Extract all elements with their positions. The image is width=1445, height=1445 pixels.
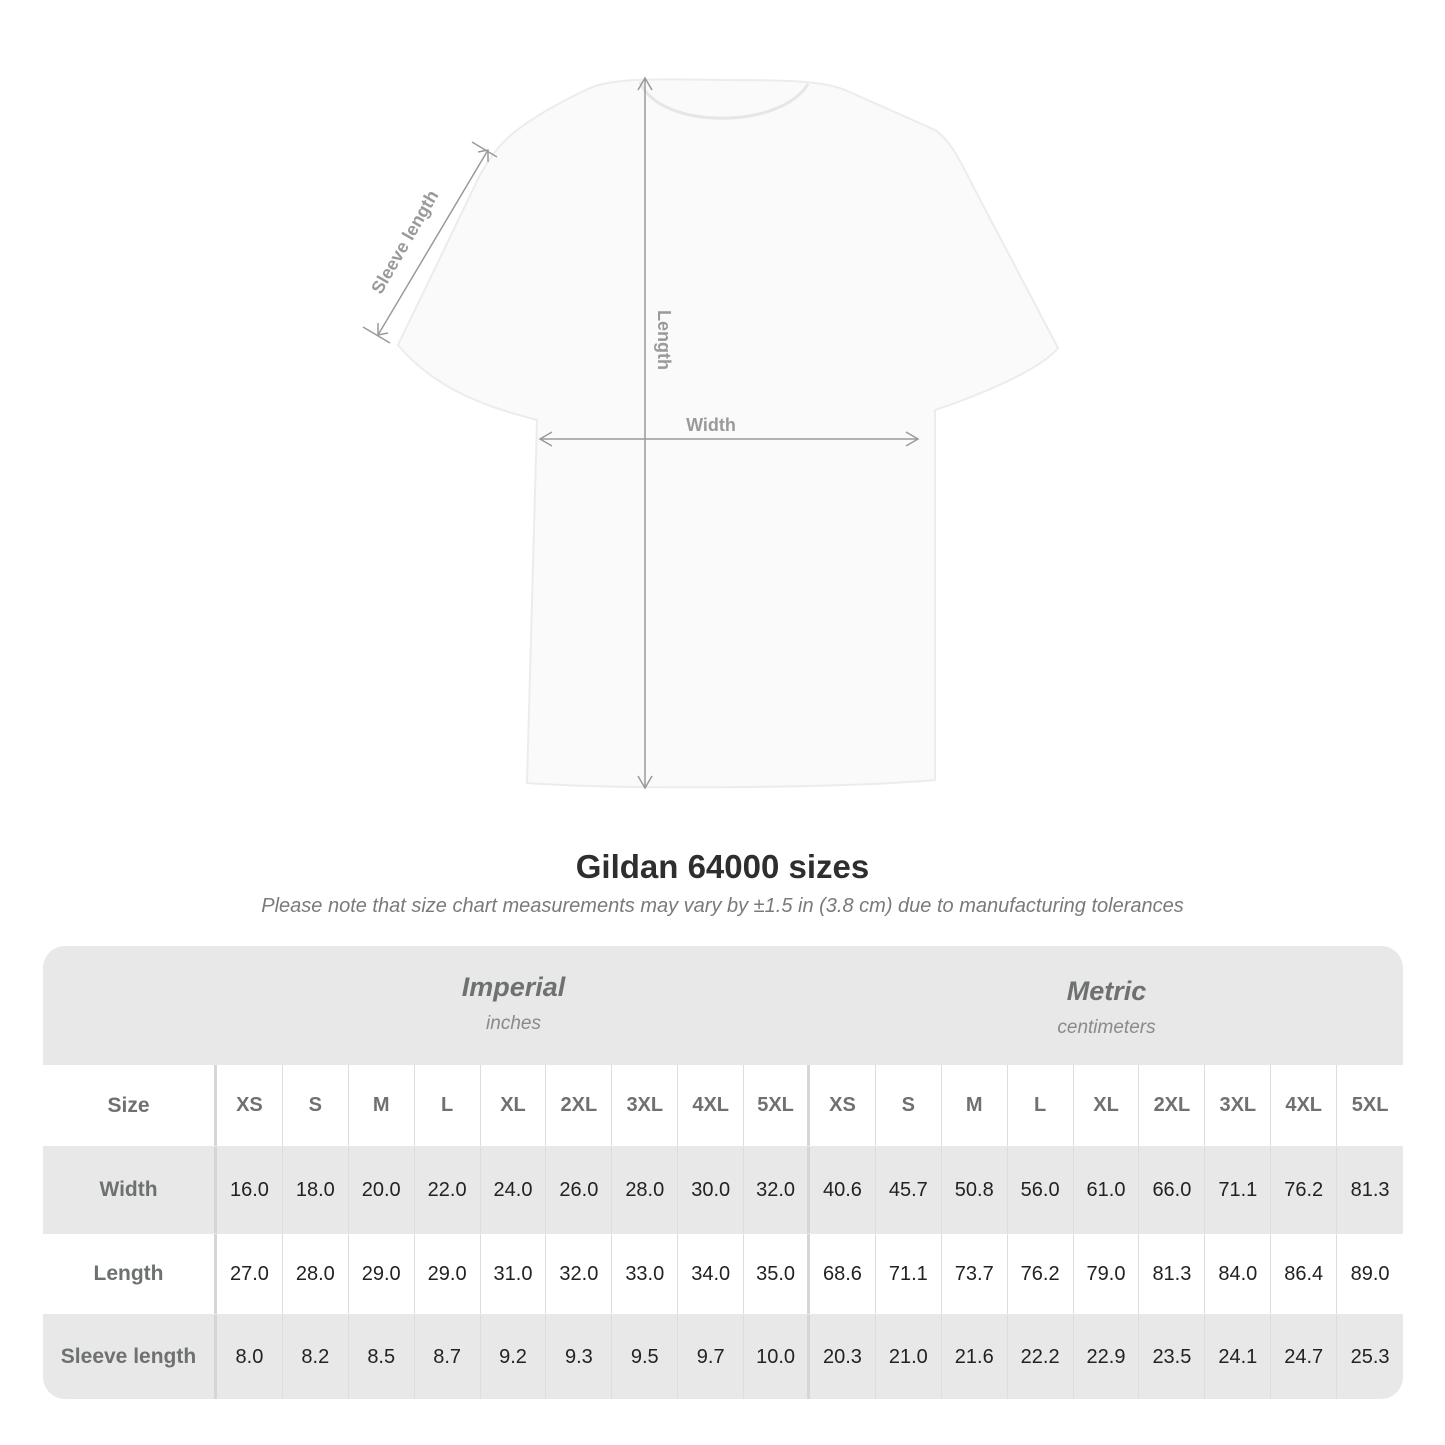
metric-size-header: L — [1008, 1065, 1074, 1146]
metric-size-header: XL — [1074, 1065, 1140, 1146]
metric-value-cell: 22.2 — [1008, 1315, 1074, 1399]
metric-value-cell: 68.6 — [810, 1234, 876, 1314]
table-row: Length 27.0 28.0 29.0 29.0 31.0 32.0 33.0 34.0 35… — [43, 1234, 1403, 1314]
imperial-title: Imperial — [461, 972, 566, 1002]
table-row: Sleeve length 8.0 8.2 8.5 8.7 9.2 9.3 9.5 9.7 10.… — [43, 1315, 1403, 1399]
table-row: Width 16.0 18.0 20.0 22.0 24.0 26.0 28.0 30.0 32.… — [43, 1147, 1403, 1233]
page-title: Gildan 64000 sizes — [575, 848, 870, 885]
imperial-value-cell: 32.0 — [546, 1234, 613, 1314]
metric-value-cell: 20.3 — [810, 1315, 876, 1399]
metric-size-header: 2XL — [1139, 1065, 1206, 1146]
metric-value-cell: 81.3 — [1139, 1234, 1206, 1314]
size-table: Imperial inches Metric centimeters Size X… — [43, 946, 1403, 1399]
metric-value-cell: 71.1 — [1205, 1147, 1272, 1233]
imperial-value-cell: 24.0 — [481, 1147, 547, 1233]
imperial-size-header: XS — [217, 1065, 283, 1146]
metric-size-header: S — [876, 1065, 942, 1146]
imperial-value-cell: 10.0 — [744, 1315, 811, 1399]
imperial-value-cell: 29.0 — [415, 1234, 481, 1314]
length-label: Length — [654, 310, 674, 370]
metric-value-cell: 45.7 — [876, 1147, 942, 1233]
imperial-value-cell: 33.0 — [612, 1234, 679, 1314]
tshirt-diagram: Sleeve length Length Width — [362, 76, 1060, 790]
imperial-value-cell: 22.0 — [415, 1147, 481, 1233]
imperial-value-cell: 8.0 — [217, 1315, 283, 1399]
imperial-value-cell: 32.0 — [744, 1147, 811, 1233]
metric-value-cell: 81.3 — [1350, 1178, 1390, 1201]
metric-value-cell: 23.5 — [1139, 1315, 1206, 1399]
imperial-value-cell: 34.0 — [678, 1234, 745, 1314]
metric-size-header: M — [942, 1065, 1008, 1146]
metric-size-header: 4XL — [1271, 1065, 1338, 1146]
imperial-value-cell: 18.0 — [283, 1147, 349, 1233]
imperial-value-cell: 9.5 — [612, 1315, 679, 1399]
imperial-value-cell: 9.2 — [481, 1315, 547, 1399]
metric-value-cell: 84.0 — [1205, 1234, 1272, 1314]
metric-value-cell: 21.0 — [876, 1315, 942, 1399]
imperial-value-cell: 16.0 — [217, 1147, 283, 1233]
imperial-value-cell: 27.0 — [217, 1234, 283, 1314]
metric-value-cell: 76.2 — [1271, 1147, 1338, 1233]
collar — [638, 81, 810, 120]
imperial-value-cell: 31.0 — [481, 1234, 547, 1314]
metric-title: Metric — [1066, 976, 1147, 1006]
imperial-size-header: 5XL — [744, 1065, 811, 1146]
imperial-value-cell: 30.0 — [678, 1147, 745, 1233]
imperial-size-header: 4XL — [678, 1065, 745, 1146]
imperial-size-header: L — [415, 1065, 481, 1146]
tshirt-shape — [396, 78, 1060, 789]
imperial-value-cell: 35.0 — [744, 1234, 811, 1314]
metric-value-cell: 86.4 — [1271, 1234, 1338, 1314]
imperial-value-cell: 28.0 — [612, 1147, 679, 1233]
imperial-header: Imperial inches — [217, 946, 810, 1064]
imperial-value-cell: 28.0 — [283, 1234, 349, 1314]
imperial-value-cell: 8.7 — [415, 1315, 481, 1399]
row-label: Width — [43, 1147, 217, 1233]
metric-value-cell: 21.6 — [942, 1315, 1008, 1399]
size-header-row: Size XS S M L XL 2XL 3XL 4XL 5XL XS S M L XL 2XL 3XL 4XL 5… — [43, 1065, 1403, 1146]
metric-value-cell: 40.6 — [810, 1147, 876, 1233]
metric-value-cell: 56.0 — [1008, 1147, 1074, 1233]
row-label: Size — [43, 1065, 217, 1146]
imperial-size-header: XL — [481, 1065, 547, 1146]
metric-value-cell: 73.7 — [942, 1234, 1008, 1314]
imperial-size-header: S — [283, 1065, 349, 1146]
width-label: Width — [686, 415, 736, 435]
tolerance-note: Please note that size chart measurements… — [261, 895, 1184, 917]
imperial-value-cell: 8.5 — [349, 1315, 415, 1399]
metric-value-cell: 25.3 — [1350, 1345, 1390, 1368]
row-label: Sleeve length — [43, 1315, 217, 1399]
sleeve-line — [377, 149, 489, 336]
imperial-size-header: 2XL — [546, 1065, 613, 1146]
metric-value-cell: 24.7 — [1271, 1315, 1338, 1399]
metric-size-header: 5XL — [1351, 1094, 1389, 1116]
metric-value-cell: 66.0 — [1139, 1147, 1206, 1233]
imperial-size-header: 3XL — [612, 1065, 679, 1146]
metric-header: Metric centimeters — [810, 946, 1403, 1064]
metric-value-cell: 76.2 — [1008, 1234, 1074, 1314]
metric-size-header: XS — [810, 1065, 876, 1146]
metric-size-header: 3XL — [1205, 1065, 1272, 1146]
row-label: Length — [43, 1234, 217, 1314]
imperial-size-header: M — [349, 1065, 415, 1146]
imperial-value-cell: 9.7 — [678, 1315, 745, 1399]
imperial-value-cell: 9.3 — [546, 1315, 613, 1399]
imperial-value-cell: 8.2 — [283, 1315, 349, 1399]
metric-value-cell: 71.1 — [876, 1234, 942, 1314]
metric-value-cell: 24.1 — [1205, 1315, 1272, 1399]
metric-value-cell: 61.0 — [1074, 1147, 1140, 1233]
metric-value-cell: 79.0 — [1074, 1234, 1140, 1314]
imperial-value-cell: 29.0 — [349, 1234, 415, 1314]
metric-unit: centimeters — [1057, 1017, 1156, 1038]
imperial-value-cell: 20.0 — [349, 1147, 415, 1233]
metric-value-cell: 89.0 — [1350, 1262, 1390, 1285]
metric-value-cell: 22.9 — [1074, 1315, 1140, 1399]
metric-value-cell: 50.8 — [942, 1147, 1008, 1233]
imperial-unit: inches — [486, 1013, 541, 1034]
imperial-value-cell: 26.0 — [546, 1147, 613, 1233]
